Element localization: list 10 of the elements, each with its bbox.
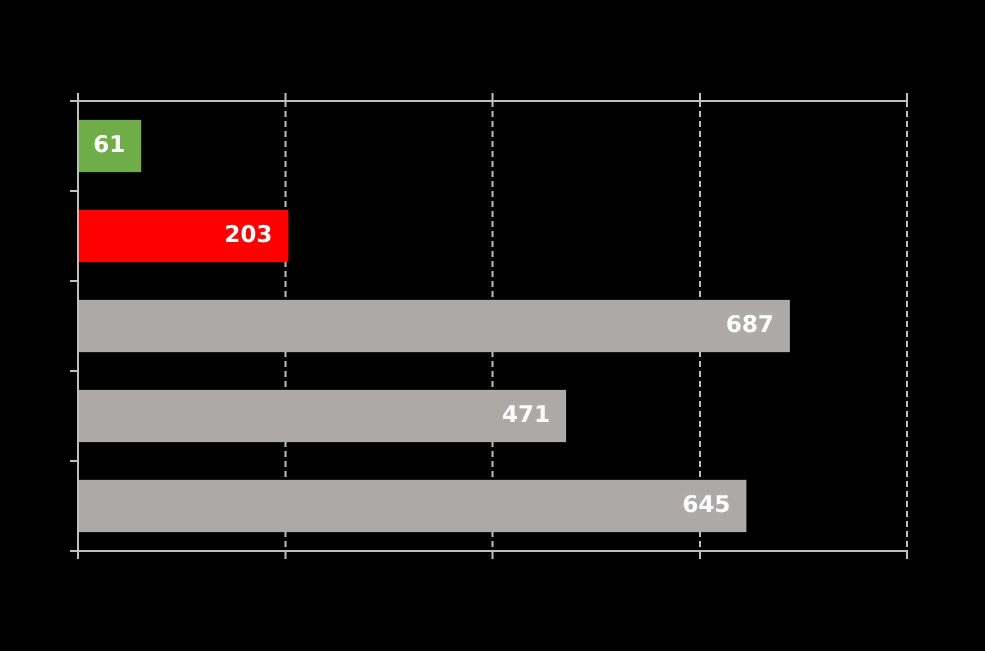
bar [79, 300, 790, 352]
bar [79, 120, 142, 172]
data-label: 687 [726, 312, 774, 338]
bar [79, 390, 566, 442]
bar [79, 210, 288, 262]
data-label: 645 [682, 492, 730, 518]
bar [79, 480, 746, 532]
data-label: 203 [224, 222, 272, 248]
data-label: 471 [502, 402, 550, 428]
data-label: 61 [93, 132, 126, 158]
